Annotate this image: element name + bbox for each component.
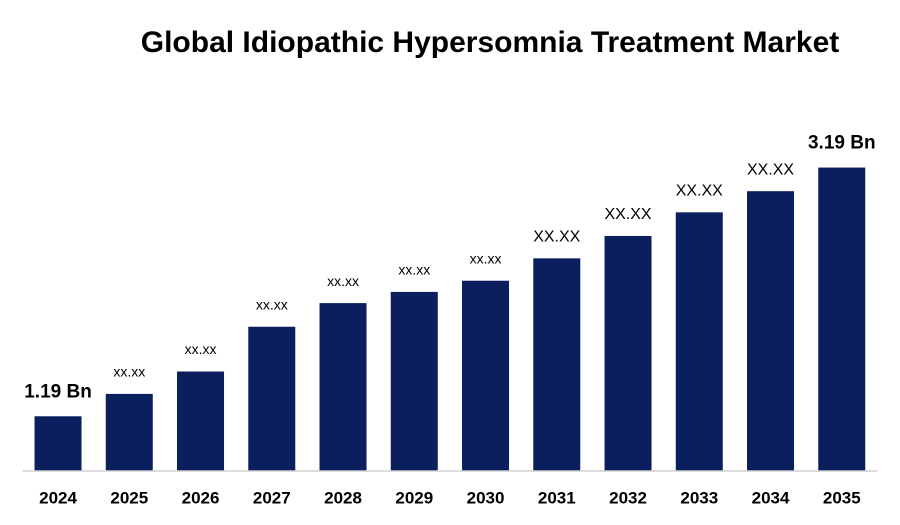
bar — [533, 258, 581, 471]
bar — [177, 371, 225, 471]
bar — [747, 191, 795, 471]
x-tick-label: 2026 — [182, 488, 220, 507]
x-tick-label: 2030 — [467, 488, 505, 507]
x-tick-label: 2027 — [253, 488, 291, 507]
data-label: xx.xx — [113, 364, 145, 380]
bar — [248, 326, 296, 471]
x-tick-label: 2032 — [609, 488, 647, 507]
data-label: xx.xx — [327, 273, 359, 289]
bar — [675, 212, 723, 471]
data-label: xx.xx — [185, 341, 217, 357]
x-tick-label: 2031 — [538, 488, 576, 507]
bar — [462, 280, 510, 471]
bar — [34, 416, 82, 471]
data-label: XX.XX — [747, 161, 794, 178]
data-label: xx.xx — [256, 296, 288, 312]
bar — [818, 167, 866, 471]
data-label: 1.19 Bn — [24, 381, 92, 402]
bar — [604, 235, 652, 471]
data-label: xx.xx — [398, 262, 430, 278]
x-tick-label: 2035 — [823, 488, 861, 507]
x-tick-label: 2024 — [39, 488, 77, 507]
x-tick-label: 2033 — [680, 488, 718, 507]
data-label: XX.XX — [676, 183, 723, 200]
data-label: xx.xx — [470, 250, 502, 266]
data-label: XX.XX — [604, 206, 651, 223]
x-tick-label: 2029 — [395, 488, 433, 507]
x-tick-label: 2025 — [110, 488, 148, 507]
data-label: XX.XX — [533, 229, 580, 246]
x-tick-label: 2028 — [324, 488, 362, 507]
bar — [390, 291, 438, 471]
x-tick-label: 2034 — [752, 488, 790, 507]
bar — [319, 303, 367, 471]
bar — [105, 393, 153, 471]
data-label: 3.19 Bn — [808, 133, 876, 154]
chart-title: Global Idiopathic Hypersomnia Treatment … — [140, 26, 840, 59]
